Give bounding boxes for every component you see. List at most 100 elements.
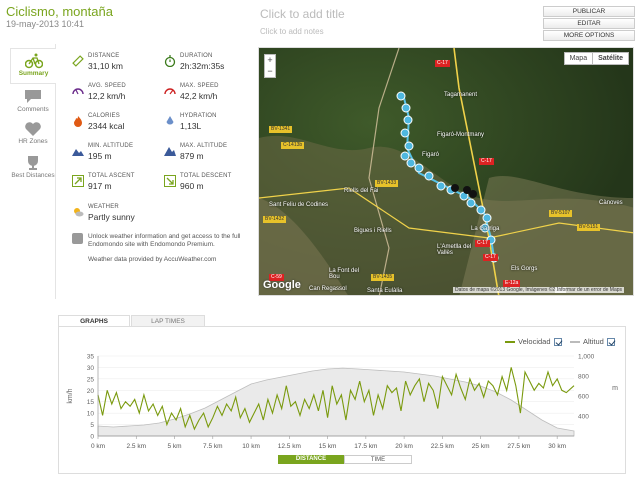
satellite-imagery — [259, 48, 633, 295]
road-shield: E-12a — [503, 280, 521, 287]
legend-label: Altitud — [583, 337, 604, 346]
x-tick-label: 10 km — [242, 443, 260, 450]
place-label: Santa Eulàlia — [367, 288, 403, 294]
y-tick-label: 0 — [90, 434, 94, 441]
weather-premium-note[interactable]: Unlock weather information and get acces… — [88, 233, 241, 248]
nav-summary[interactable]: Summary — [10, 48, 56, 84]
stat-value: 960 m — [180, 181, 204, 191]
stat-label: DISTANCE — [88, 53, 120, 59]
place-label: Bigues i Riells — [354, 228, 392, 234]
stat-value: Partly sunny — [88, 212, 135, 222]
stat-label: TOTAL DESCENT — [180, 173, 232, 179]
y2-axis-label: m — [612, 385, 618, 392]
y-tick-label: 35 — [87, 354, 95, 361]
road-shield: BV-5107 — [549, 210, 573, 217]
stat-label: CALORIES — [88, 113, 120, 119]
road-shield: C-1413b — [281, 142, 305, 149]
place-label: La Garriga — [471, 226, 500, 232]
y-tick-label: 20 — [87, 388, 95, 395]
map-mode-button[interactable]: Mapa — [569, 55, 588, 62]
place-label: Figaró — [422, 152, 440, 158]
place-label: Cànoves — [599, 200, 623, 206]
edit-button[interactable]: EDITAR — [543, 18, 635, 29]
stat-label: DURATION — [180, 53, 213, 59]
x-tick-label: 12.5 km — [278, 443, 301, 450]
x-tick-label: 30 km — [548, 443, 566, 450]
stat-value: 12,2 km/h — [88, 91, 126, 101]
report-map-error-link[interactable]: Informar de un error de Maps — [555, 287, 625, 293]
route-map[interactable]: + − Mapa Satélite Tagamanent Figaró-Mont… — [258, 47, 634, 296]
stat-value: 917 m — [88, 181, 112, 191]
trophy-icon — [23, 154, 43, 171]
stat-value: 195 m — [88, 151, 112, 161]
cyclist-icon — [24, 52, 44, 69]
add-title-field[interactable]: Click to add title — [260, 7, 345, 21]
add-notes-field[interactable]: Click to add notes — [260, 27, 324, 36]
stat-label: HYDRATION — [180, 113, 217, 119]
stat-value: 879 m — [180, 151, 204, 161]
road-shield: C-59 — [269, 274, 284, 281]
road-shield: C-17 — [479, 158, 494, 165]
stat-label: AVG. SPEED — [88, 83, 126, 89]
y2-tick-label: 600 — [578, 394, 589, 401]
x-tick-label: 2.5 km — [127, 443, 147, 450]
y-tick-label: 30 — [87, 365, 95, 372]
legend-swatch — [505, 340, 515, 343]
y-tick-label: 15 — [87, 399, 95, 406]
stat-value: 2344 kcal — [88, 121, 125, 131]
x-tick-label: 22.5 km — [431, 443, 454, 450]
time-axis-button[interactable]: TIME — [344, 455, 412, 464]
legend-label: Velocidad — [518, 337, 551, 346]
heart-icon — [23, 120, 43, 137]
nav-comments[interactable]: Comments — [10, 88, 56, 113]
more-options-button[interactable]: MORE OPTIONS — [543, 30, 635, 41]
distance-axis-button[interactable]: DISTANCE — [278, 455, 344, 464]
x-tick-label: 25 km — [472, 443, 490, 450]
y-tick-label: 10 — [87, 411, 95, 418]
stat-label: WEATHER — [88, 204, 119, 210]
flame-icon — [74, 116, 82, 127]
road-shield: C-17 — [475, 240, 490, 247]
legend-speed[interactable]: Velocidad — [505, 337, 562, 346]
satellite-mode-button[interactable]: Satélite — [592, 53, 628, 64]
stopwatch-icon — [164, 55, 176, 67]
place-label: La Font del Bou — [329, 268, 360, 280]
y-tick-label: 5 — [90, 422, 94, 429]
nav-best-distances[interactable]: Best Distances — [10, 154, 56, 179]
zoom-out-button[interactable]: − — [267, 66, 273, 76]
comment-icon — [23, 88, 43, 105]
zoom-control[interactable]: + − — [264, 54, 276, 78]
place-label: Els Gorgs — [511, 266, 538, 272]
nav-label: Best Distances — [11, 172, 55, 179]
stat-value: 1,13L — [180, 121, 202, 131]
arrow-up-icon — [72, 175, 84, 187]
x-tick-label: 7.5 km — [203, 443, 223, 450]
stat-label: MAX. ALTITUDE — [180, 143, 228, 149]
stat-value: 42,2 km/h — [180, 91, 218, 101]
map-type-toggle[interactable]: Mapa Satélite — [563, 52, 629, 65]
speed-checkbox[interactable] — [553, 337, 562, 346]
x-tick-label: 15 km — [319, 443, 337, 450]
side-navigation: Summary Comments HR Zones Best Distances — [10, 44, 56, 299]
zoom-in-button[interactable]: + — [267, 55, 273, 65]
nav-hr-zones[interactable]: HR Zones — [10, 120, 56, 145]
arrow-down-icon — [164, 175, 176, 187]
stat-label: MIN. ALTITUDE — [88, 143, 134, 149]
map-data-notice: Datos de mapa ©2013 Google, Imágenes ©20… — [453, 287, 566, 293]
nav-label: HR Zones — [18, 138, 48, 145]
road-shield: C-17 — [483, 254, 498, 261]
publish-button[interactable]: PUBLICAR — [543, 6, 635, 17]
place-label: Can Regassol — [309, 286, 347, 292]
y2-tick-label: 1,000 — [578, 354, 595, 361]
x-tick-label: 27.5 km — [507, 443, 530, 450]
premium-lock-icon — [72, 233, 83, 244]
place-label: Tagamanent — [444, 92, 478, 98]
altitude-checkbox[interactable] — [606, 337, 615, 346]
ruler-icon — [72, 55, 84, 67]
nav-label: Summary — [18, 70, 49, 77]
place-label: Figaró-Montmany — [437, 132, 485, 138]
legend-altitude[interactable]: Altitud — [570, 337, 615, 346]
road-shield: BV-5151 — [577, 224, 601, 231]
y-axis-label: km/h — [67, 388, 74, 403]
road-shield: BV-1432 — [263, 216, 287, 223]
